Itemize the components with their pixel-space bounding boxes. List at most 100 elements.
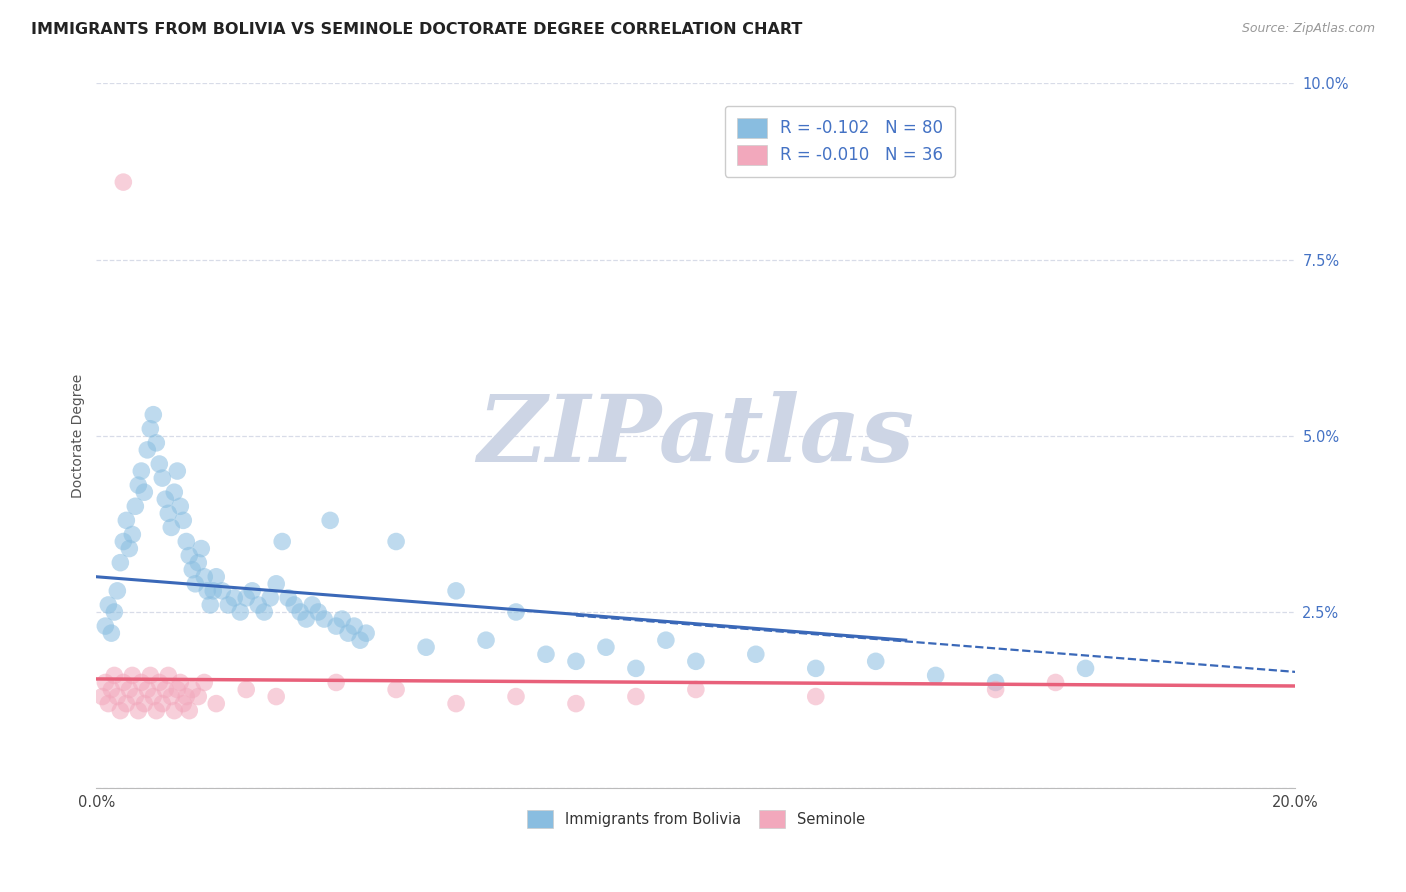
Point xyxy=(115,697,138,711)
Point xyxy=(211,583,233,598)
Point xyxy=(205,697,228,711)
Point xyxy=(229,605,252,619)
Text: IMMIGRANTS FROM BOLIVIA VS SEMINOLE DOCTORATE DEGREE CORRELATION CHART: IMMIGRANTS FROM BOLIVIA VS SEMINOLE DOCT… xyxy=(31,22,803,37)
Point xyxy=(624,690,647,704)
Point xyxy=(110,556,132,570)
Point xyxy=(314,612,336,626)
Point xyxy=(166,464,188,478)
Point xyxy=(195,583,218,598)
Point xyxy=(179,704,201,718)
Point xyxy=(112,175,135,189)
Point xyxy=(150,697,173,711)
Point xyxy=(172,697,194,711)
Point xyxy=(224,591,246,605)
Point xyxy=(295,612,318,626)
Point xyxy=(565,697,588,711)
Point xyxy=(134,485,156,500)
Point xyxy=(444,583,467,598)
Point xyxy=(160,690,183,704)
Point xyxy=(155,492,177,507)
Point xyxy=(202,583,225,598)
Point xyxy=(624,661,647,675)
Point xyxy=(565,654,588,668)
Point xyxy=(190,541,212,556)
Text: Source: ZipAtlas.com: Source: ZipAtlas.com xyxy=(1241,22,1375,36)
Point xyxy=(984,675,1007,690)
Point xyxy=(94,675,117,690)
Point xyxy=(157,668,180,682)
Point xyxy=(94,619,117,633)
Point xyxy=(804,661,827,675)
Point xyxy=(97,697,120,711)
Point xyxy=(253,605,276,619)
Point xyxy=(139,422,162,436)
Point xyxy=(118,541,141,556)
Point xyxy=(283,598,305,612)
Point xyxy=(319,513,342,527)
Point xyxy=(112,534,135,549)
Point xyxy=(240,583,263,598)
Point xyxy=(865,654,887,668)
Point xyxy=(91,690,114,704)
Point xyxy=(325,619,347,633)
Point xyxy=(112,675,135,690)
Point xyxy=(247,598,270,612)
Point xyxy=(745,647,768,661)
Point xyxy=(163,485,186,500)
Point xyxy=(174,534,197,549)
Point xyxy=(595,640,617,655)
Point xyxy=(97,598,120,612)
Point xyxy=(100,626,122,640)
Point xyxy=(121,668,143,682)
Point xyxy=(187,690,209,704)
Point xyxy=(264,576,287,591)
Point xyxy=(505,605,527,619)
Point xyxy=(121,527,143,541)
Point xyxy=(301,598,323,612)
Point xyxy=(354,626,377,640)
Point xyxy=(163,704,186,718)
Point xyxy=(174,690,197,704)
Point xyxy=(148,675,170,690)
Point xyxy=(124,500,146,514)
Point xyxy=(343,619,366,633)
Legend: Immigrants from Bolivia, Seminole: Immigrants from Bolivia, Seminole xyxy=(522,805,870,834)
Point xyxy=(166,682,188,697)
Point xyxy=(277,591,299,605)
Point xyxy=(475,633,498,648)
Point xyxy=(150,471,173,485)
Point xyxy=(155,682,177,697)
Point xyxy=(200,598,222,612)
Point xyxy=(179,549,201,563)
Point xyxy=(160,520,183,534)
Point xyxy=(804,690,827,704)
Point xyxy=(235,591,257,605)
Point xyxy=(924,668,946,682)
Y-axis label: Doctorate Degree: Doctorate Degree xyxy=(72,374,86,498)
Point xyxy=(105,690,128,704)
Point xyxy=(325,675,347,690)
Point xyxy=(193,570,215,584)
Point xyxy=(110,704,132,718)
Point xyxy=(157,506,180,520)
Point xyxy=(184,576,207,591)
Point xyxy=(124,690,146,704)
Point xyxy=(134,697,156,711)
Point xyxy=(685,682,707,697)
Point xyxy=(139,668,162,682)
Text: ZIPatlas: ZIPatlas xyxy=(478,391,914,481)
Point xyxy=(181,563,204,577)
Point xyxy=(264,690,287,704)
Point xyxy=(415,640,437,655)
Point xyxy=(105,583,128,598)
Point xyxy=(127,704,149,718)
Point xyxy=(685,654,707,668)
Point xyxy=(115,513,138,527)
Point xyxy=(169,500,191,514)
Point xyxy=(385,534,408,549)
Point xyxy=(142,408,165,422)
Point xyxy=(385,682,408,697)
Point xyxy=(259,591,281,605)
Point xyxy=(148,457,170,471)
Point xyxy=(984,682,1007,697)
